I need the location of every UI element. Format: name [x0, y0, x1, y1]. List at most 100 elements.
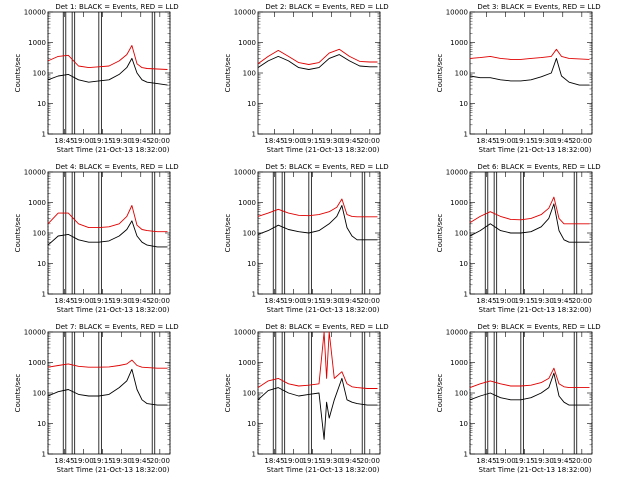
plot-frame — [47, 331, 171, 455]
x-tick-label: 19:30 — [322, 137, 342, 145]
plot-frame — [257, 11, 381, 135]
y-tick-label: 1 — [42, 291, 46, 299]
events-series-line — [47, 57, 168, 86]
y-axis-label: Counts/sec — [224, 214, 232, 253]
y-tick-label: 100 — [33, 390, 46, 398]
y-tick-label: 1000 — [450, 359, 468, 367]
y-tick-label: 1000 — [28, 39, 46, 47]
lld-series-line — [47, 359, 168, 369]
y-tick-label: 10000 — [234, 329, 256, 337]
x-axis-label: Start Time (21-Oct-13 18:32:00) — [479, 306, 592, 314]
lld-series-line — [47, 45, 168, 70]
y-tick-label: 100 — [455, 230, 468, 238]
x-tick-label: 19:30 — [534, 137, 554, 145]
x-axis-label: Start Time (21-Oct-13 18:32:00) — [57, 306, 170, 314]
lld-series-line — [469, 48, 590, 60]
x-tick-label: 19:15 — [515, 297, 535, 305]
x-tick-label: 19:00 — [73, 137, 93, 145]
x-axis-label: Start Time (21-Oct-13 18:32:00) — [267, 306, 380, 314]
y-tick-label: 100 — [455, 390, 468, 398]
y-tick-label: 10000 — [234, 9, 256, 17]
x-tick-label: 19:30 — [534, 457, 554, 465]
panel-title: Det 6: BLACK = Events, RED = LLD — [477, 163, 600, 171]
y-tick-label: 1 — [464, 451, 468, 459]
x-axis-label: Start Time (21-Oct-13 18:32:00) — [479, 466, 592, 474]
plot-frame — [469, 331, 593, 455]
panel-title: Det 9: BLACK = Events, RED = LLD — [477, 323, 600, 331]
x-tick-label: 19:30 — [534, 297, 554, 305]
x-tick-label: 20:00 — [150, 457, 170, 465]
events-series-line — [47, 220, 168, 248]
y-tick-label: 1 — [42, 451, 46, 459]
x-tick-label: 19:00 — [495, 297, 515, 305]
x-tick-label: 19:00 — [283, 297, 303, 305]
x-tick-label: 19:45 — [341, 457, 361, 465]
y-tick-label: 1 — [464, 131, 468, 139]
x-tick-label: 19:00 — [283, 137, 303, 145]
x-tick-label: 19:00 — [73, 297, 93, 305]
detector-panel: Det 7: BLACK = Events, RED = LLD 1 10 100 10… — [14, 323, 179, 474]
x-tick-label: 19:00 — [283, 457, 303, 465]
y-tick-label: 10000 — [234, 169, 256, 177]
y-axis-label: Counts/sec — [14, 214, 22, 253]
x-tick-label: 19:45 — [131, 137, 151, 145]
events-series-line — [257, 205, 378, 241]
y-tick-label: 10000 — [446, 329, 468, 337]
panel-title: Det 2: BLACK = Events, RED = LLD — [265, 3, 388, 11]
panel-title: Det 4: BLACK = Events, RED = LLD — [55, 163, 178, 171]
y-tick-label: 1000 — [238, 199, 256, 207]
panel-title: Det 5: BLACK = Events, RED = LLD — [265, 163, 388, 171]
x-axis-label: Start Time (21-Oct-13 18:32:00) — [479, 146, 592, 154]
plot-frame — [47, 11, 171, 135]
y-tick-label: 100 — [455, 70, 468, 78]
x-tick-label: 18:45 — [476, 297, 496, 305]
y-tick-label: 10 — [459, 100, 468, 108]
x-tick-label: 20:00 — [150, 137, 170, 145]
x-tick-label: 19:45 — [553, 297, 573, 305]
y-tick-label: 10000 — [24, 329, 46, 337]
y-tick-label: 1 — [464, 291, 468, 299]
y-axis-label: Counts/sec — [14, 374, 22, 413]
events-series-line — [469, 57, 590, 86]
detector-panel: Det 2: BLACK = Events, RED = LLD 1 10 100 10… — [224, 3, 389, 154]
x-tick-label: 20:00 — [572, 137, 592, 145]
y-tick-label: 10 — [247, 100, 256, 108]
x-tick-label: 20:00 — [360, 457, 380, 465]
detector-panel: Det 4: BLACK = Events, RED = LLD 1 10 100 10… — [14, 163, 179, 314]
lld-series-line — [469, 196, 590, 225]
x-tick-label: 20:00 — [572, 457, 592, 465]
y-tick-label: 1000 — [238, 359, 256, 367]
x-tick-label: 19:15 — [515, 457, 535, 465]
lld-series-line — [257, 198, 378, 218]
x-tick-label: 20:00 — [360, 297, 380, 305]
y-tick-label: 10000 — [446, 169, 468, 177]
x-axis-label: Start Time (21-Oct-13 18:32:00) — [57, 146, 170, 154]
x-tick-label: 19:15 — [303, 137, 323, 145]
y-tick-label: 1000 — [28, 199, 46, 207]
y-axis-label: Counts/sec — [14, 54, 22, 93]
x-tick-label: 20:00 — [150, 297, 170, 305]
x-tick-label: 19:00 — [495, 137, 515, 145]
detector-panel: Det 1: BLACK = Events, RED = LLD 1 10 100 10… — [14, 3, 179, 154]
x-tick-label: 18:45 — [476, 457, 496, 465]
detector-panel: Det 3: BLACK = Events, RED = LLD 1 10 100 10… — [436, 3, 601, 154]
x-tick-label: 19:00 — [495, 457, 515, 465]
y-tick-label: 100 — [33, 70, 46, 78]
x-tick-label: 18:45 — [54, 137, 74, 145]
detector-panel: Det 5: BLACK = Events, RED = LLD 1 10 100 10… — [224, 163, 389, 314]
y-tick-label: 1 — [252, 131, 256, 139]
events-series-line — [469, 203, 590, 243]
x-tick-label: 19:45 — [553, 457, 573, 465]
y-tick-label: 1000 — [450, 199, 468, 207]
y-tick-label: 1000 — [238, 39, 256, 47]
panel-title: Det 3: BLACK = Events, RED = LLD — [477, 3, 600, 11]
y-tick-label: 10000 — [24, 9, 46, 17]
detector-panel: Det 9: BLACK = Events, RED = LLD 1 10 100 10… — [436, 323, 601, 474]
y-tick-label: 10 — [459, 420, 468, 428]
plot-frame — [469, 171, 593, 295]
y-tick-label: 100 — [243, 70, 256, 78]
x-tick-label: 18:45 — [476, 137, 496, 145]
x-axis-label: Start Time (21-Oct-13 18:32:00) — [267, 466, 380, 474]
y-tick-label: 10 — [247, 420, 256, 428]
